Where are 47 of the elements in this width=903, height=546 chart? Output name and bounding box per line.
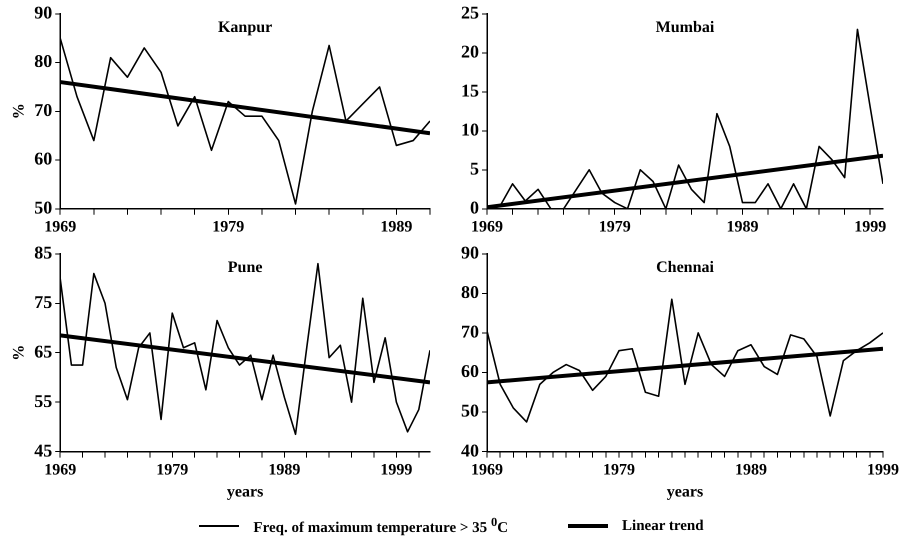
x-tick-label: 1979 (156, 461, 188, 478)
x-tick-label: 1969 (44, 461, 76, 478)
chart-title: Kanpur (218, 18, 272, 36)
x-tick-label: 1969 (44, 218, 76, 236)
y-tick-label: 25 (461, 2, 479, 22)
y-axis-title: % (10, 103, 28, 120)
legend-label: Linear trend (622, 518, 704, 534)
y-tick-label: 65 (34, 341, 52, 362)
chart-title: Chennai (656, 258, 714, 276)
y-axis-title: % (10, 344, 28, 361)
y-tick-label: 80 (461, 282, 479, 302)
y-tick-label: 60 (34, 148, 52, 169)
x-tick-label: 1979 (603, 461, 635, 478)
y-tick-label: 70 (34, 100, 52, 120)
y-tick-label: 10 (461, 119, 479, 140)
x-tick-label: 1969 (471, 461, 503, 478)
y-tick-label: 5 (470, 158, 479, 178)
x-tick-label: 1969 (471, 218, 503, 236)
x-tick-label: 1999 (854, 218, 886, 236)
y-tick-label: 15 (461, 80, 479, 100)
x-axis-title: years (226, 484, 264, 501)
x-tick-label: 1999 (380, 461, 412, 478)
x-tick-label: 1989 (268, 461, 300, 478)
x-axis-title: years (666, 484, 704, 501)
y-tick-label: 90 (34, 2, 52, 22)
y-tick-label: 40 (461, 440, 479, 460)
y-tick-label: 20 (461, 41, 479, 62)
y-tick-label: 0 (470, 197, 479, 218)
chart-title: Mumbai (656, 18, 715, 36)
y-tick-label: 45 (34, 440, 52, 460)
y-tick-label: 80 (34, 51, 52, 72)
chart-title: Pune (228, 258, 262, 276)
x-tick-label: 1999 (867, 461, 899, 478)
x-tick-label: 1989 (726, 218, 758, 236)
y-tick-label: 70 (461, 322, 479, 342)
x-tick-label: 1989 (380, 218, 412, 236)
x-tick-label: 1989 (735, 461, 767, 478)
y-tick-label: 50 (34, 197, 52, 218)
x-tick-label: 1979 (212, 218, 244, 236)
legend-label: Freq. of maximum temperature > 35 $^{0}$C (253, 515, 508, 537)
y-tick-label: 60 (461, 361, 479, 382)
x-tick-label: 1979 (598, 218, 631, 236)
y-tick-label: 85 (34, 242, 52, 262)
y-tick-label: 55 (34, 390, 52, 411)
y-tick-label: 75 (34, 292, 52, 312)
y-tick-label: 50 (461, 400, 479, 421)
y-tick-label: 90 (461, 242, 479, 262)
